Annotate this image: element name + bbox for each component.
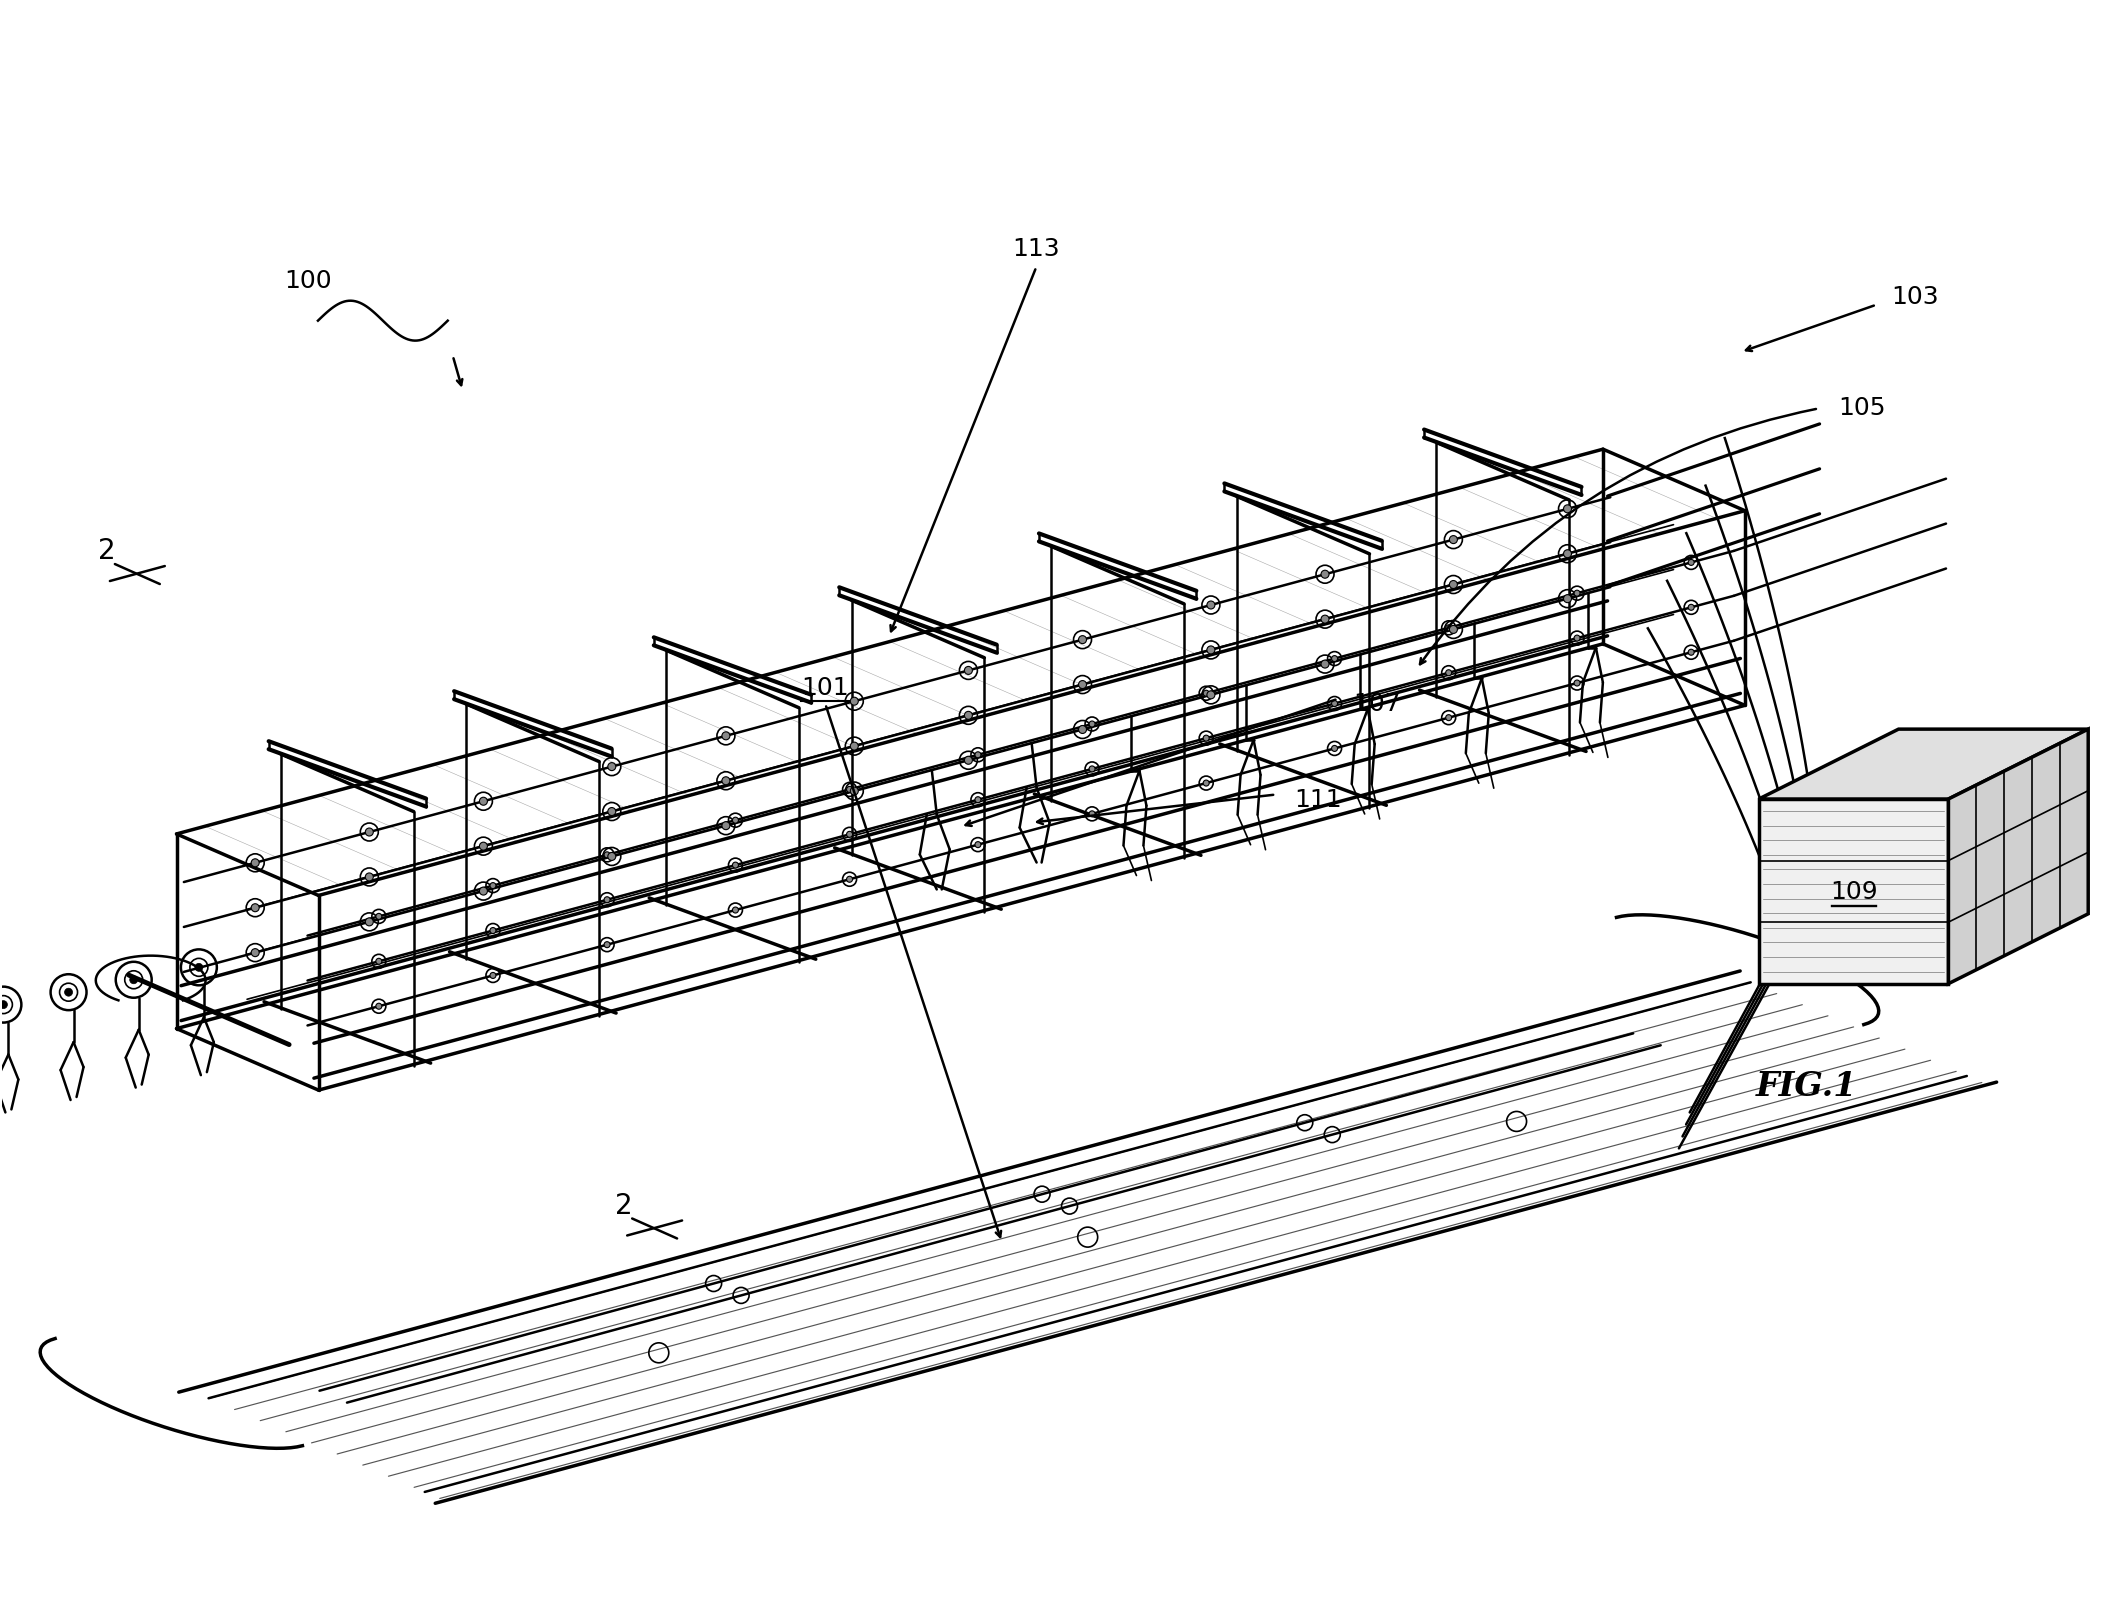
Circle shape (1447, 715, 1451, 721)
Circle shape (1688, 604, 1694, 611)
Circle shape (732, 907, 738, 913)
Text: 103: 103 (1891, 285, 1939, 309)
Circle shape (1688, 649, 1694, 656)
Circle shape (1203, 691, 1210, 696)
Polygon shape (1760, 800, 1948, 983)
Circle shape (975, 796, 981, 803)
Circle shape (605, 852, 609, 857)
Circle shape (1322, 660, 1328, 668)
Circle shape (491, 972, 495, 979)
Circle shape (376, 958, 383, 964)
Text: FIG.1: FIG.1 (1755, 1070, 1857, 1103)
Circle shape (850, 742, 859, 750)
Circle shape (1563, 550, 1571, 558)
Text: 2: 2 (615, 1191, 632, 1220)
Circle shape (846, 787, 852, 793)
Circle shape (846, 831, 852, 838)
Circle shape (480, 887, 486, 895)
Circle shape (376, 913, 383, 919)
Circle shape (1447, 670, 1451, 676)
Circle shape (1332, 745, 1337, 752)
Circle shape (607, 763, 615, 771)
Circle shape (1208, 646, 1214, 654)
Circle shape (252, 948, 260, 956)
Circle shape (376, 1003, 383, 1009)
Circle shape (605, 897, 609, 903)
Circle shape (1079, 726, 1087, 734)
Circle shape (850, 697, 859, 705)
Circle shape (366, 918, 372, 926)
Circle shape (129, 975, 137, 983)
Circle shape (721, 732, 730, 740)
Text: 109: 109 (1829, 879, 1878, 903)
Circle shape (1089, 766, 1096, 772)
Polygon shape (1948, 729, 2088, 983)
Circle shape (366, 828, 372, 836)
Circle shape (1203, 780, 1210, 787)
Circle shape (1089, 721, 1096, 728)
Circle shape (1079, 681, 1087, 689)
Circle shape (1574, 680, 1580, 686)
Circle shape (1449, 580, 1457, 588)
Circle shape (1322, 571, 1328, 579)
Circle shape (195, 963, 203, 971)
Text: 105: 105 (1838, 397, 1887, 421)
Circle shape (1332, 656, 1337, 662)
Circle shape (964, 712, 973, 720)
Circle shape (1079, 636, 1087, 644)
Circle shape (975, 752, 981, 758)
Text: 113: 113 (1013, 237, 1060, 261)
Text: 111: 111 (1294, 787, 1341, 812)
Circle shape (732, 817, 738, 823)
Circle shape (480, 843, 486, 851)
Circle shape (607, 807, 615, 815)
Circle shape (721, 777, 730, 785)
Circle shape (975, 841, 981, 847)
Circle shape (0, 1001, 6, 1009)
Circle shape (850, 787, 859, 795)
Circle shape (1574, 590, 1580, 596)
Text: 101: 101 (802, 676, 848, 700)
Circle shape (491, 927, 495, 934)
Circle shape (605, 942, 609, 948)
Circle shape (1688, 560, 1694, 566)
Text: 2: 2 (97, 537, 116, 564)
Circle shape (1449, 536, 1457, 544)
Circle shape (1203, 736, 1210, 740)
Circle shape (252, 859, 260, 867)
Circle shape (66, 988, 72, 996)
Circle shape (252, 903, 260, 911)
Circle shape (1574, 635, 1580, 641)
Circle shape (1089, 811, 1096, 817)
Circle shape (846, 876, 852, 883)
Circle shape (732, 862, 738, 868)
Circle shape (491, 883, 495, 889)
Circle shape (1563, 505, 1571, 513)
Circle shape (1332, 700, 1337, 707)
Circle shape (1563, 595, 1571, 603)
Circle shape (964, 756, 973, 764)
Text: 107: 107 (1354, 692, 1400, 716)
Circle shape (1208, 691, 1214, 699)
Circle shape (721, 822, 730, 830)
Circle shape (366, 873, 372, 881)
Text: 100: 100 (283, 269, 332, 293)
Circle shape (607, 852, 615, 860)
Circle shape (1208, 601, 1214, 609)
Circle shape (1447, 625, 1451, 630)
Polygon shape (1760, 729, 2088, 800)
Circle shape (1322, 616, 1328, 624)
Circle shape (964, 667, 973, 675)
Circle shape (1449, 625, 1457, 633)
Circle shape (480, 798, 486, 806)
